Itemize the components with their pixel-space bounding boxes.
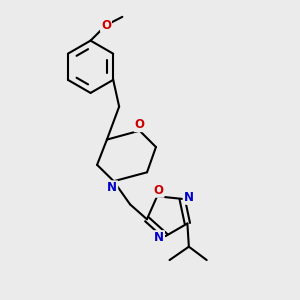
Text: N: N	[184, 191, 194, 204]
Text: O: O	[154, 184, 164, 197]
Text: O: O	[135, 118, 145, 131]
Text: N: N	[154, 231, 164, 244]
Text: O: O	[101, 19, 111, 32]
Text: N: N	[107, 181, 117, 194]
